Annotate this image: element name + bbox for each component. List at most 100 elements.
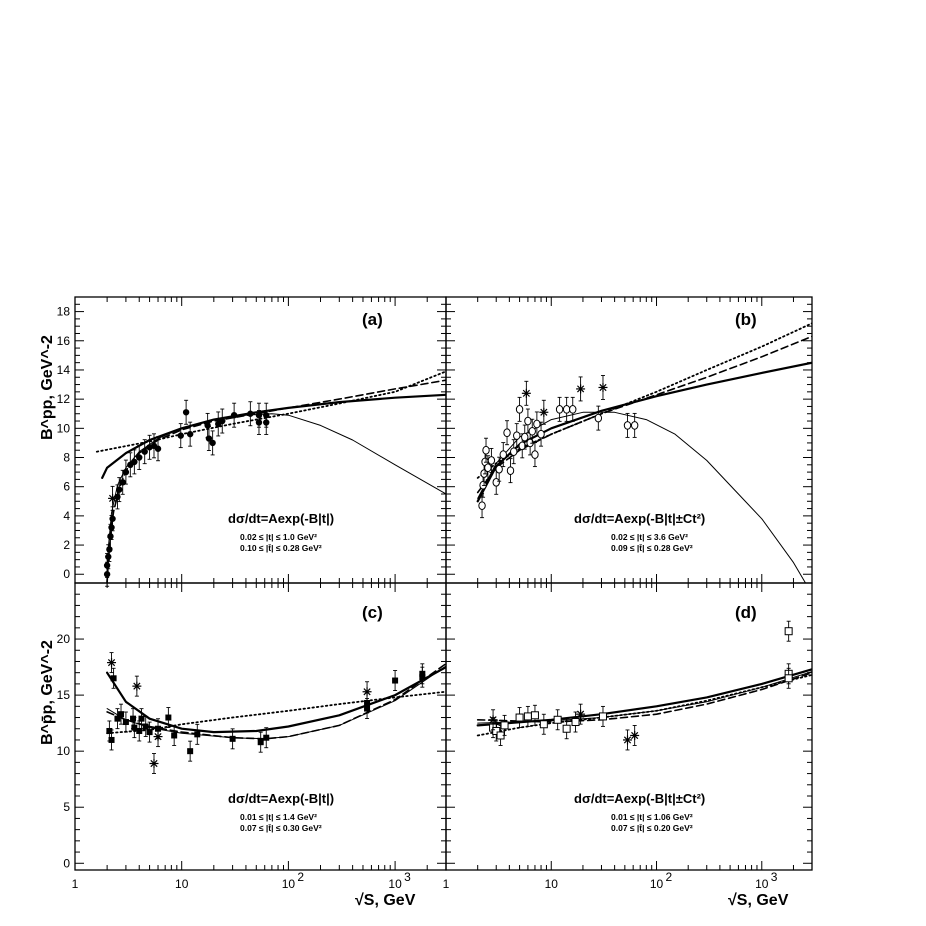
data-point-star-c <box>363 688 371 696</box>
y-tick-label-c: 10 <box>57 744 71 758</box>
data-point-a <box>219 417 226 425</box>
formula-d: dσ/dt=Aexp(-B|t|±Ct²) <box>574 791 705 806</box>
data-point-a <box>205 435 213 442</box>
data-point-b <box>594 413 603 423</box>
data-point-c <box>146 729 153 736</box>
data-point-star-b <box>599 383 607 392</box>
data-point-b <box>531 450 539 459</box>
fit-curve-dashed-d <box>476 671 812 723</box>
cut-range-d-2: 0.07 ≤ |t̄| ≤ 0.20 GeV² <box>611 823 693 833</box>
data-point-c <box>110 675 117 682</box>
data-point-a <box>122 468 130 476</box>
cut-range-c-1: 0.01 ≤ |t| ≤ 1.4 GeV² <box>240 812 317 822</box>
data-point-c <box>122 719 129 726</box>
x-tick-exp-c: 3 <box>404 870 411 884</box>
data-point-c <box>229 735 236 742</box>
panel-label-b: (b) <box>735 310 757 329</box>
data-point-c <box>194 731 201 738</box>
cut-range-b-2: 0.09 ≤ |t̄| ≤ 0.28 GeV² <box>611 543 693 553</box>
data-point-a <box>109 515 116 522</box>
data-point-a <box>107 533 114 540</box>
x-tick-label-d: 1 <box>443 877 450 891</box>
data-point-c <box>114 715 121 722</box>
formula-b: dσ/dt=Aexp(-B|t|±Ct²) <box>574 511 705 526</box>
data-point-a <box>182 409 190 416</box>
data-point-b <box>562 405 571 414</box>
y-tick-label-c: 0 <box>63 856 70 870</box>
data-point-a <box>255 411 263 419</box>
data-point-b <box>518 441 526 451</box>
x-tick-exp-d: 3 <box>771 870 778 884</box>
data-point-a <box>177 432 184 439</box>
data-point-a <box>141 448 148 455</box>
data-point-c <box>263 734 270 741</box>
data-point-b <box>513 431 521 440</box>
data-point-d <box>562 724 571 733</box>
data-point-c <box>392 677 399 684</box>
y-tick-label-a: 14 <box>57 363 71 377</box>
data-point-b <box>478 501 486 510</box>
formula-a: dσ/dt=Aexp(-B|t|) <box>228 511 334 526</box>
x-axis-title-left: √S, GeV <box>355 892 416 909</box>
cut-range-c-2: 0.07 ≤ |t̄| ≤ 0.30 GeV² <box>240 823 322 833</box>
fit-curve-solid-thick-d <box>476 668 812 727</box>
data-point-c <box>131 724 138 731</box>
x-tick-label-d: 10 <box>650 877 664 891</box>
data-point-d <box>571 718 580 727</box>
data-point-b <box>499 450 507 459</box>
data-point-a <box>263 411 270 419</box>
data-point-a <box>131 458 138 466</box>
data-point-a <box>154 445 162 452</box>
data-points <box>103 375 793 774</box>
data-point-c <box>364 699 371 706</box>
data-point-c <box>187 748 194 755</box>
x-tick-label-d: 10 <box>755 877 769 891</box>
fit-curve-dotted-b <box>476 322 812 479</box>
y-tick-label-a: 0 <box>63 567 70 581</box>
data-point-b <box>528 426 536 436</box>
data-point-b <box>482 445 490 455</box>
data-point-a <box>105 553 112 560</box>
data-point-d <box>492 726 501 735</box>
y-tick-label-a: 8 <box>63 451 70 465</box>
cut-range-a-2: 0.10 ≤ |t̄| ≤ 0.28 GeV² <box>240 543 322 553</box>
data-point-c <box>130 715 137 722</box>
data-point-c <box>171 732 178 739</box>
x-tick-label-c: 10 <box>282 877 296 891</box>
data-point-star-a <box>108 494 117 502</box>
data-point-a <box>106 546 113 553</box>
cut-range-b-1: 0.02 ≤ |t| ≤ 3.6 GeV² <box>611 532 688 542</box>
data-point-c <box>142 723 149 730</box>
data-point-star-d <box>489 716 497 724</box>
data-point-a <box>209 439 216 447</box>
data-point-d <box>598 712 607 721</box>
y-tick-label-c: 20 <box>57 632 71 646</box>
y-tick-label-a: 16 <box>57 334 71 348</box>
fit-curve-solid-thin-d <box>477 671 812 724</box>
data-point-b <box>515 405 524 414</box>
data-point-d <box>515 713 524 722</box>
y-tick-label-a: 18 <box>57 305 71 319</box>
data-point-d <box>523 712 532 721</box>
x-tick-label-c: 10 <box>175 877 189 891</box>
data-point-a <box>119 479 126 486</box>
data-point-b <box>533 419 541 429</box>
y-tick-label-c: 15 <box>57 688 71 702</box>
data-point-d <box>784 627 793 636</box>
data-point-a <box>108 524 115 531</box>
panel-frame-d <box>445 582 813 871</box>
x-tick-exp-d: 2 <box>666 870 673 884</box>
data-point-c <box>165 714 172 721</box>
data-point-b <box>569 405 577 414</box>
data-point-b <box>537 429 545 439</box>
data-point-c <box>106 727 113 734</box>
cut-range-d-1: 0.01 ≤ |t| ≤ 1.06 GeV² <box>611 812 693 822</box>
y-axis-title-top: B^pp, GeV^-2 <box>39 335 56 440</box>
data-point-d <box>553 715 562 724</box>
data-point-b <box>510 447 518 456</box>
panel-frames <box>74 296 813 871</box>
data-point-c <box>136 727 143 734</box>
x-tick-label-c: 1 <box>72 877 79 891</box>
